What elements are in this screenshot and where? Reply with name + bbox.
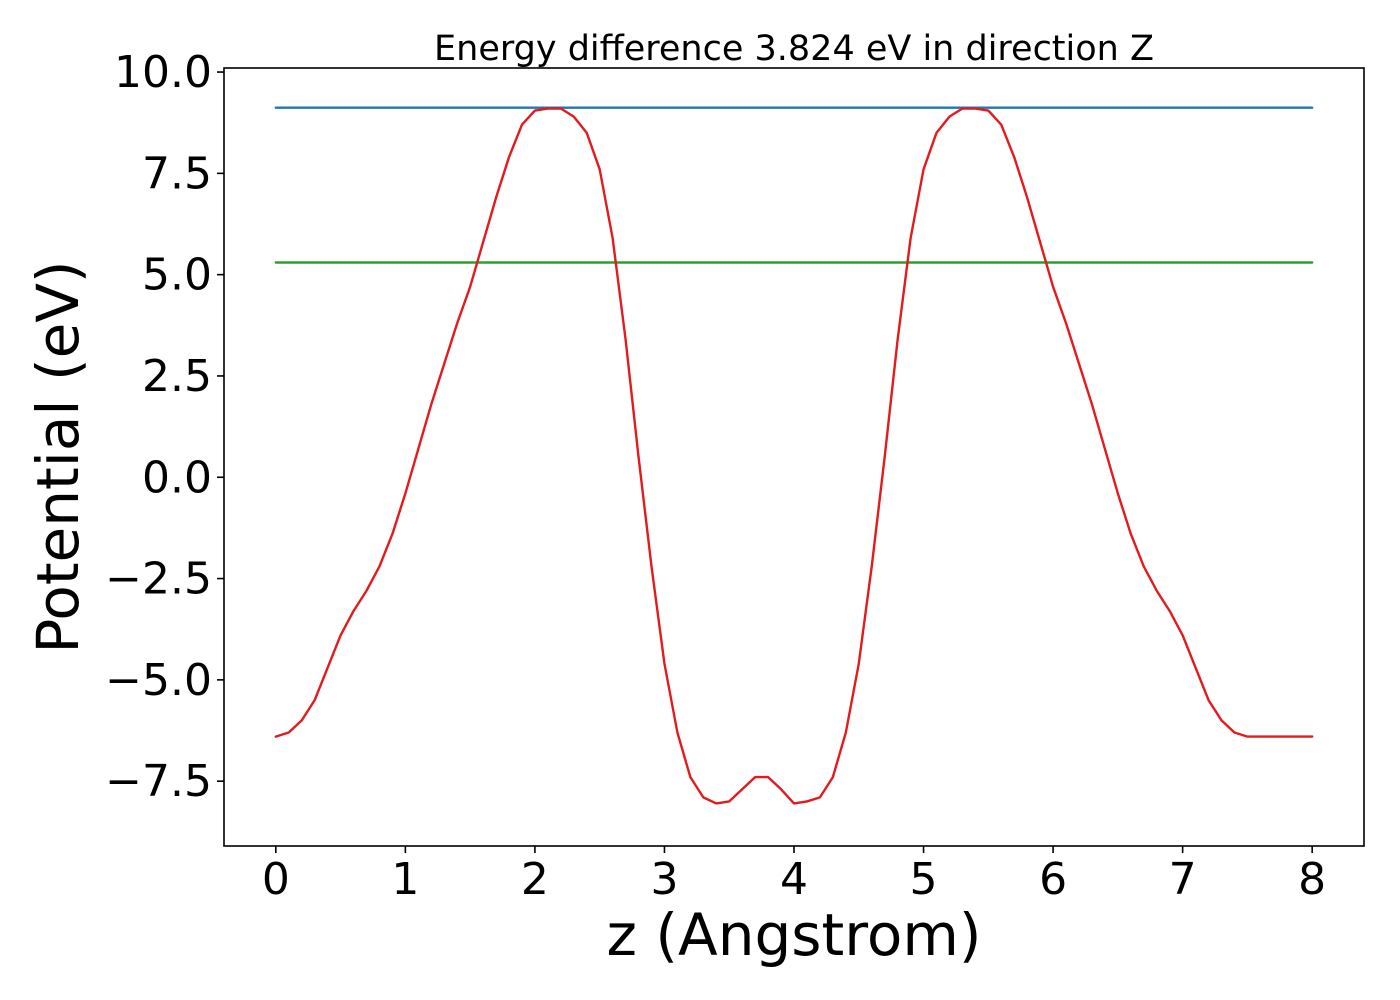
x-tick-label: 6 <box>1039 854 1067 905</box>
x-tick-label: 7 <box>1169 854 1197 905</box>
series-line-2 <box>274 107 1314 805</box>
x-axis-ticks: 0 1 2 3 4 5 6 7 8 <box>262 846 1326 905</box>
y-tick-label: 7.5 <box>142 148 212 199</box>
x-tick-label: 0 <box>262 854 290 905</box>
y-axis-ticks: 10.0 7.5 5.0 2.5 0.0 −2.5 −5.0 −7.5 <box>105 47 224 807</box>
plot-frame <box>223 67 1365 847</box>
x-tick-label: 8 <box>1298 854 1326 905</box>
y-tick-label: 10.0 <box>114 47 212 98</box>
y-tick-label: 2.5 <box>142 351 212 402</box>
y-axis-label: Potential (eV) <box>24 260 92 653</box>
y-tick-label: −5.0 <box>105 655 212 706</box>
y-tick-label: −2.5 <box>105 554 212 605</box>
x-tick-label: 1 <box>391 854 419 905</box>
x-tick-label: 2 <box>521 854 549 905</box>
x-tick-label: 4 <box>780 854 808 905</box>
plot-area <box>274 106 1314 805</box>
x-axis-label: z (Angstrom) <box>607 901 982 969</box>
chart-title: Energy difference 3.824 eV in direction … <box>434 29 1154 69</box>
y-tick-label: 5.0 <box>142 250 212 301</box>
y-tick-label: 0.0 <box>142 452 212 503</box>
x-tick-label: 5 <box>910 854 938 905</box>
y-tick-label: −7.5 <box>105 756 212 807</box>
x-tick-label: 3 <box>650 854 678 905</box>
